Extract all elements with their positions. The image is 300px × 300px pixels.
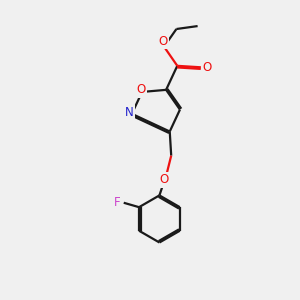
Text: O: O xyxy=(136,83,146,96)
Text: N: N xyxy=(124,106,133,119)
Text: O: O xyxy=(158,35,168,48)
Text: F: F xyxy=(114,196,121,209)
Text: O: O xyxy=(203,61,212,74)
Text: O: O xyxy=(160,173,169,186)
